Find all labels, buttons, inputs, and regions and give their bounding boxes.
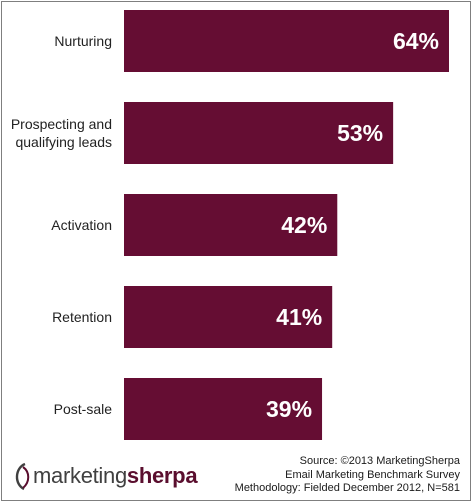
logo-word-sherpa: sherpa: [126, 463, 198, 488]
bar-retention: [124, 286, 333, 348]
logo-mark-icon: [15, 462, 30, 491]
source-note: Source: ©2013 MarketingSherpa Email Mark…: [235, 455, 460, 496]
bar-post-sale: [124, 378, 323, 440]
logo-word-marketing: marketing: [33, 463, 127, 488]
category-label-activation: Activation: [51, 217, 112, 233]
category-label-nurturing: Nurturing: [54, 33, 112, 49]
source-line-1: Source: ©2013 MarketingSherpa: [299, 455, 460, 467]
value-label-nurturing: 64%: [393, 28, 439, 54]
value-label-retention: 41%: [276, 304, 322, 330]
bar-activation: [124, 194, 338, 256]
value-label-activation: 42%: [281, 212, 327, 238]
source-line-2: Email Marketing Benchmark Survey: [285, 468, 460, 481]
category-label-prospecting-and-qualifying-leads: Prospecting and qualifying leads: [11, 116, 112, 150]
category-label-retention: Retention: [52, 309, 112, 325]
value-label-prospecting-and-qualifying-leads: 53%: [337, 120, 383, 146]
category-label-post-sale: Post-sale: [54, 401, 113, 417]
bar-prospecting-and-qualifying-leads: [124, 102, 394, 164]
bar-nurturing: [124, 10, 449, 72]
value-label-post-sale: 39%: [266, 396, 312, 422]
logo-wordmark: marketingsherpa: [33, 463, 198, 489]
marketingsherpa-logo: marketingsherpa: [10, 458, 200, 494]
source-line-3: Methodology: Fielded December 2012, N=58…: [234, 482, 460, 494]
